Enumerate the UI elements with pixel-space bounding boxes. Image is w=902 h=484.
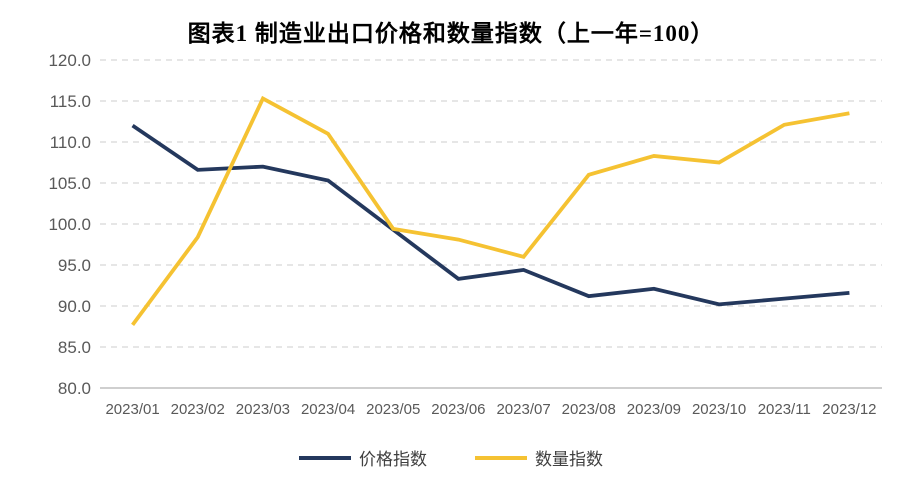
y-axis-tick-label: 120.0	[48, 51, 91, 70]
x-axis-tick-label: 2023/12	[822, 401, 876, 418]
y-axis-tick-label: 100.0	[48, 215, 91, 234]
x-axis-tick-label: 2023/08	[562, 401, 616, 418]
legend-label: 价格指数	[359, 450, 427, 469]
y-axis-tick-label: 115.0	[50, 92, 91, 111]
quantity-index-legend-line	[475, 455, 527, 460]
x-axis-tick-label: 2023/07	[496, 401, 550, 418]
line-chart-plot-area: 80.0 85.0 90.0 95.0 100.0 105.0 110.0 115.0 120.…	[48, 51, 882, 418]
y-axis-tick-label: 90.0	[58, 297, 91, 316]
price-index-legend-line	[299, 455, 351, 460]
x-axis-tick-label: 2023/09	[627, 401, 681, 418]
x-axis-tick-label: 2023/01	[105, 401, 159, 418]
x-axis-tick-label: 2023/05	[366, 401, 420, 418]
y-axis-tick-label: 85.0	[58, 338, 91, 357]
y-axis-tick-label: 95.0	[58, 256, 91, 275]
y-axis-tick-label: 80.0	[58, 379, 91, 398]
x-axis-tick-label: 2023/03	[236, 401, 290, 418]
chart-legend: 价格指数 数量指数	[0, 445, 902, 470]
x-axis-tick-label: 2023/02	[171, 401, 225, 418]
x-axis-tick-label: 2023/06	[431, 401, 485, 418]
x-axis-tick-label: 2023/11	[758, 401, 811, 418]
legend-item-quantity-index: 数量指数	[475, 445, 603, 470]
chart-title: 图表1 制造业出口价格和数量指数（上一年=100）	[187, 21, 715, 46]
legend-item-price-index: 价格指数	[299, 445, 427, 470]
y-axis-tick-label: 105.0	[48, 174, 91, 193]
x-axis-tick-label: 2023/04	[301, 401, 355, 418]
x-axis-tick-label: 2023/10	[692, 401, 746, 418]
price-index-series-line	[131, 124, 850, 307]
y-axis-tick-label: 110.0	[50, 133, 91, 152]
quantity-index-series-line	[131, 95, 850, 326]
legend-label: 数量指数	[535, 450, 603, 469]
